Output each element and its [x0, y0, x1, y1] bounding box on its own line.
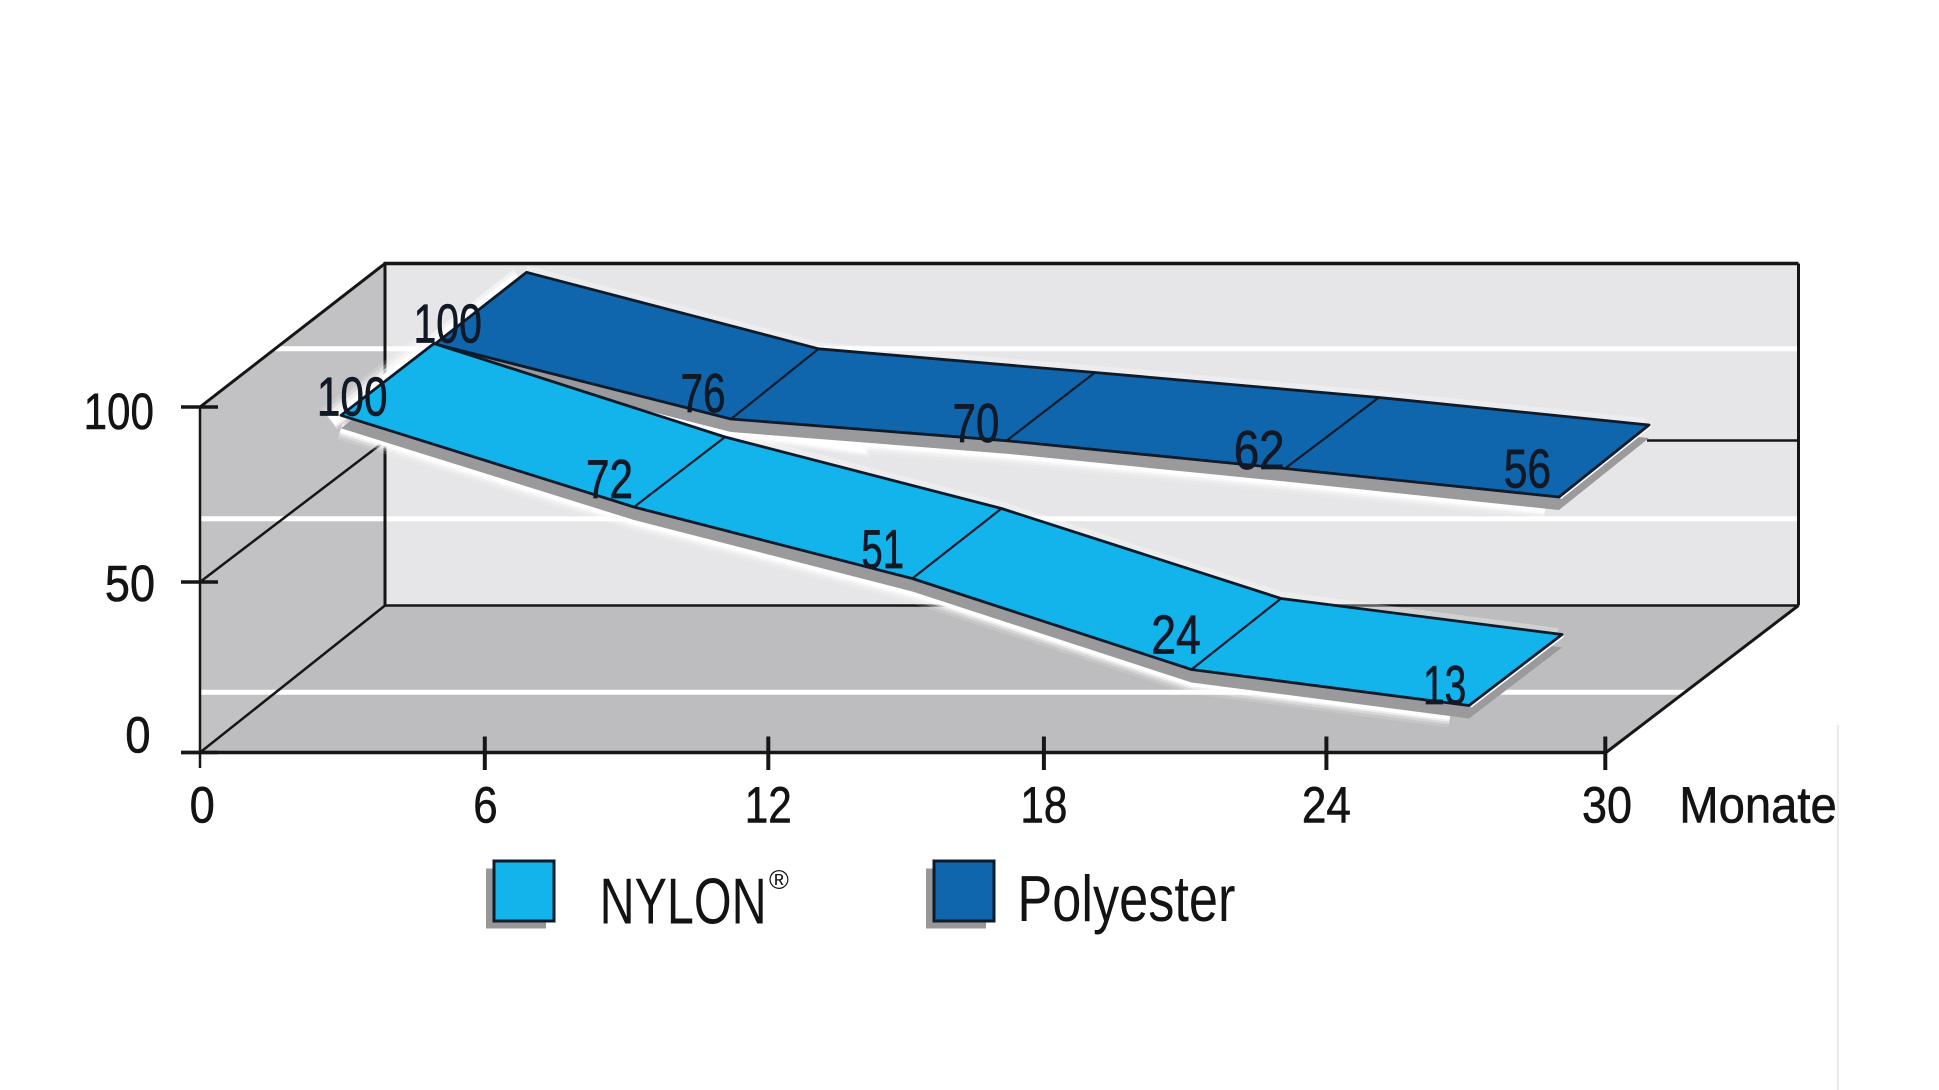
svg-text:24: 24 [1151, 604, 1201, 666]
svg-text:0: 0 [125, 707, 150, 764]
svg-text:100: 100 [84, 383, 154, 440]
svg-text:®: ® [769, 865, 789, 895]
svg-text:56: 56 [1504, 437, 1551, 499]
svg-text:30: 30 [1582, 777, 1632, 834]
svg-text:76: 76 [680, 362, 725, 424]
svg-text:72: 72 [586, 448, 633, 510]
svg-text:6: 6 [473, 777, 497, 834]
svg-text:Monate: Monate [1679, 777, 1836, 834]
svg-text:24: 24 [1302, 777, 1351, 834]
svg-text:Polyester: Polyester [1017, 862, 1235, 935]
svg-text:NYLON: NYLON [600, 865, 767, 938]
svg-text:50: 50 [105, 555, 155, 612]
svg-text:18: 18 [1020, 777, 1067, 834]
svg-text:100: 100 [317, 365, 388, 427]
svg-text:70: 70 [953, 392, 1000, 454]
svg-text:51: 51 [861, 518, 904, 580]
svg-text:0: 0 [190, 777, 215, 834]
svg-text:100: 100 [414, 293, 482, 355]
svg-text:12: 12 [745, 777, 792, 834]
svg-text:62: 62 [1234, 419, 1285, 481]
svg-text:13: 13 [1423, 654, 1466, 716]
